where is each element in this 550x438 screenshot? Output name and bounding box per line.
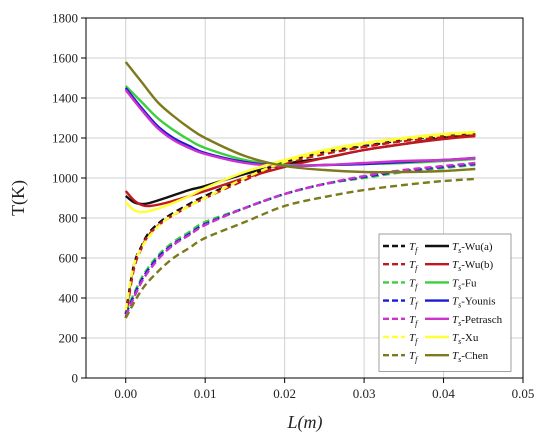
y-axis-title: T(K): [8, 180, 29, 216]
series-fluid-petrasch: [124, 161, 476, 317]
x-tick-label: 0.04: [432, 386, 455, 401]
y-tick-label: 200: [59, 331, 79, 346]
series-solid-chen: [124, 61, 476, 174]
y-axis-ticks: 0 200 400 600 800 1000 1200 1400 1600 1800: [52, 11, 86, 386]
legend: Tf Ts-Wu(a) Tf Ts-Wu(b) Tf Ts-Fu Tf Ts-Younis Tf…: [378, 233, 512, 372]
y-tick-label: 600: [59, 251, 79, 266]
legend-label-solid: Ts-Chen: [452, 350, 489, 364]
legend-label-solid: Ts-Fu: [452, 277, 477, 291]
legend-label-fluid: Tf: [409, 277, 419, 291]
y-tick-label: 1800: [52, 11, 78, 26]
legend-label-solid: Ts-Petrasch: [452, 314, 503, 328]
legend-label-solid: Ts-Wu(a): [452, 241, 493, 255]
y-tick-label: 1400: [52, 91, 78, 106]
series-solid-wu-b: [124, 134, 476, 208]
legend-label-fluid: Tf: [409, 296, 419, 310]
y-tick-label: 400: [59, 291, 79, 306]
x-tick-label: 0.02: [273, 386, 296, 401]
y-tick-label: 1200: [52, 131, 78, 146]
x-tick-label: 0.01: [194, 386, 217, 401]
y-tick-label: 1600: [52, 51, 78, 66]
legend-label-solid: Ts-Wu(b): [452, 259, 494, 273]
x-tick-label: 0.00: [114, 386, 137, 401]
y-tick-label: 800: [59, 211, 79, 226]
series-solid-petrasch: [124, 89, 476, 168]
plot-frame: [85, 17, 524, 379]
x-tick-label: 0.05: [512, 386, 535, 401]
legend-label-fluid: Tf: [409, 314, 419, 328]
legend-box: [378, 233, 512, 372]
series-fluid-chen: [124, 177, 476, 319]
y-tick-label: 0: [72, 371, 79, 386]
series-solid-xu: [124, 130, 476, 214]
legend-label-fluid: Tf: [409, 332, 419, 346]
legend-label-fluid: Tf: [409, 241, 419, 255]
legend-label-fluid: Tf: [409, 350, 419, 364]
x-axis-title: L(m): [287, 412, 323, 433]
x-axis-ticks: 0.00 0.01 0.02 0.03 0.04 0.05: [114, 378, 534, 401]
legend-label-fluid: Tf: [409, 259, 419, 273]
legend-label-solid: Ts-Younis: [452, 296, 496, 310]
series-layer: [124, 61, 476, 319]
x-tick-label: 0.03: [353, 386, 376, 401]
y-tick-label: 1000: [52, 171, 78, 186]
legend-label-solid: Ts-Xu: [452, 332, 479, 346]
